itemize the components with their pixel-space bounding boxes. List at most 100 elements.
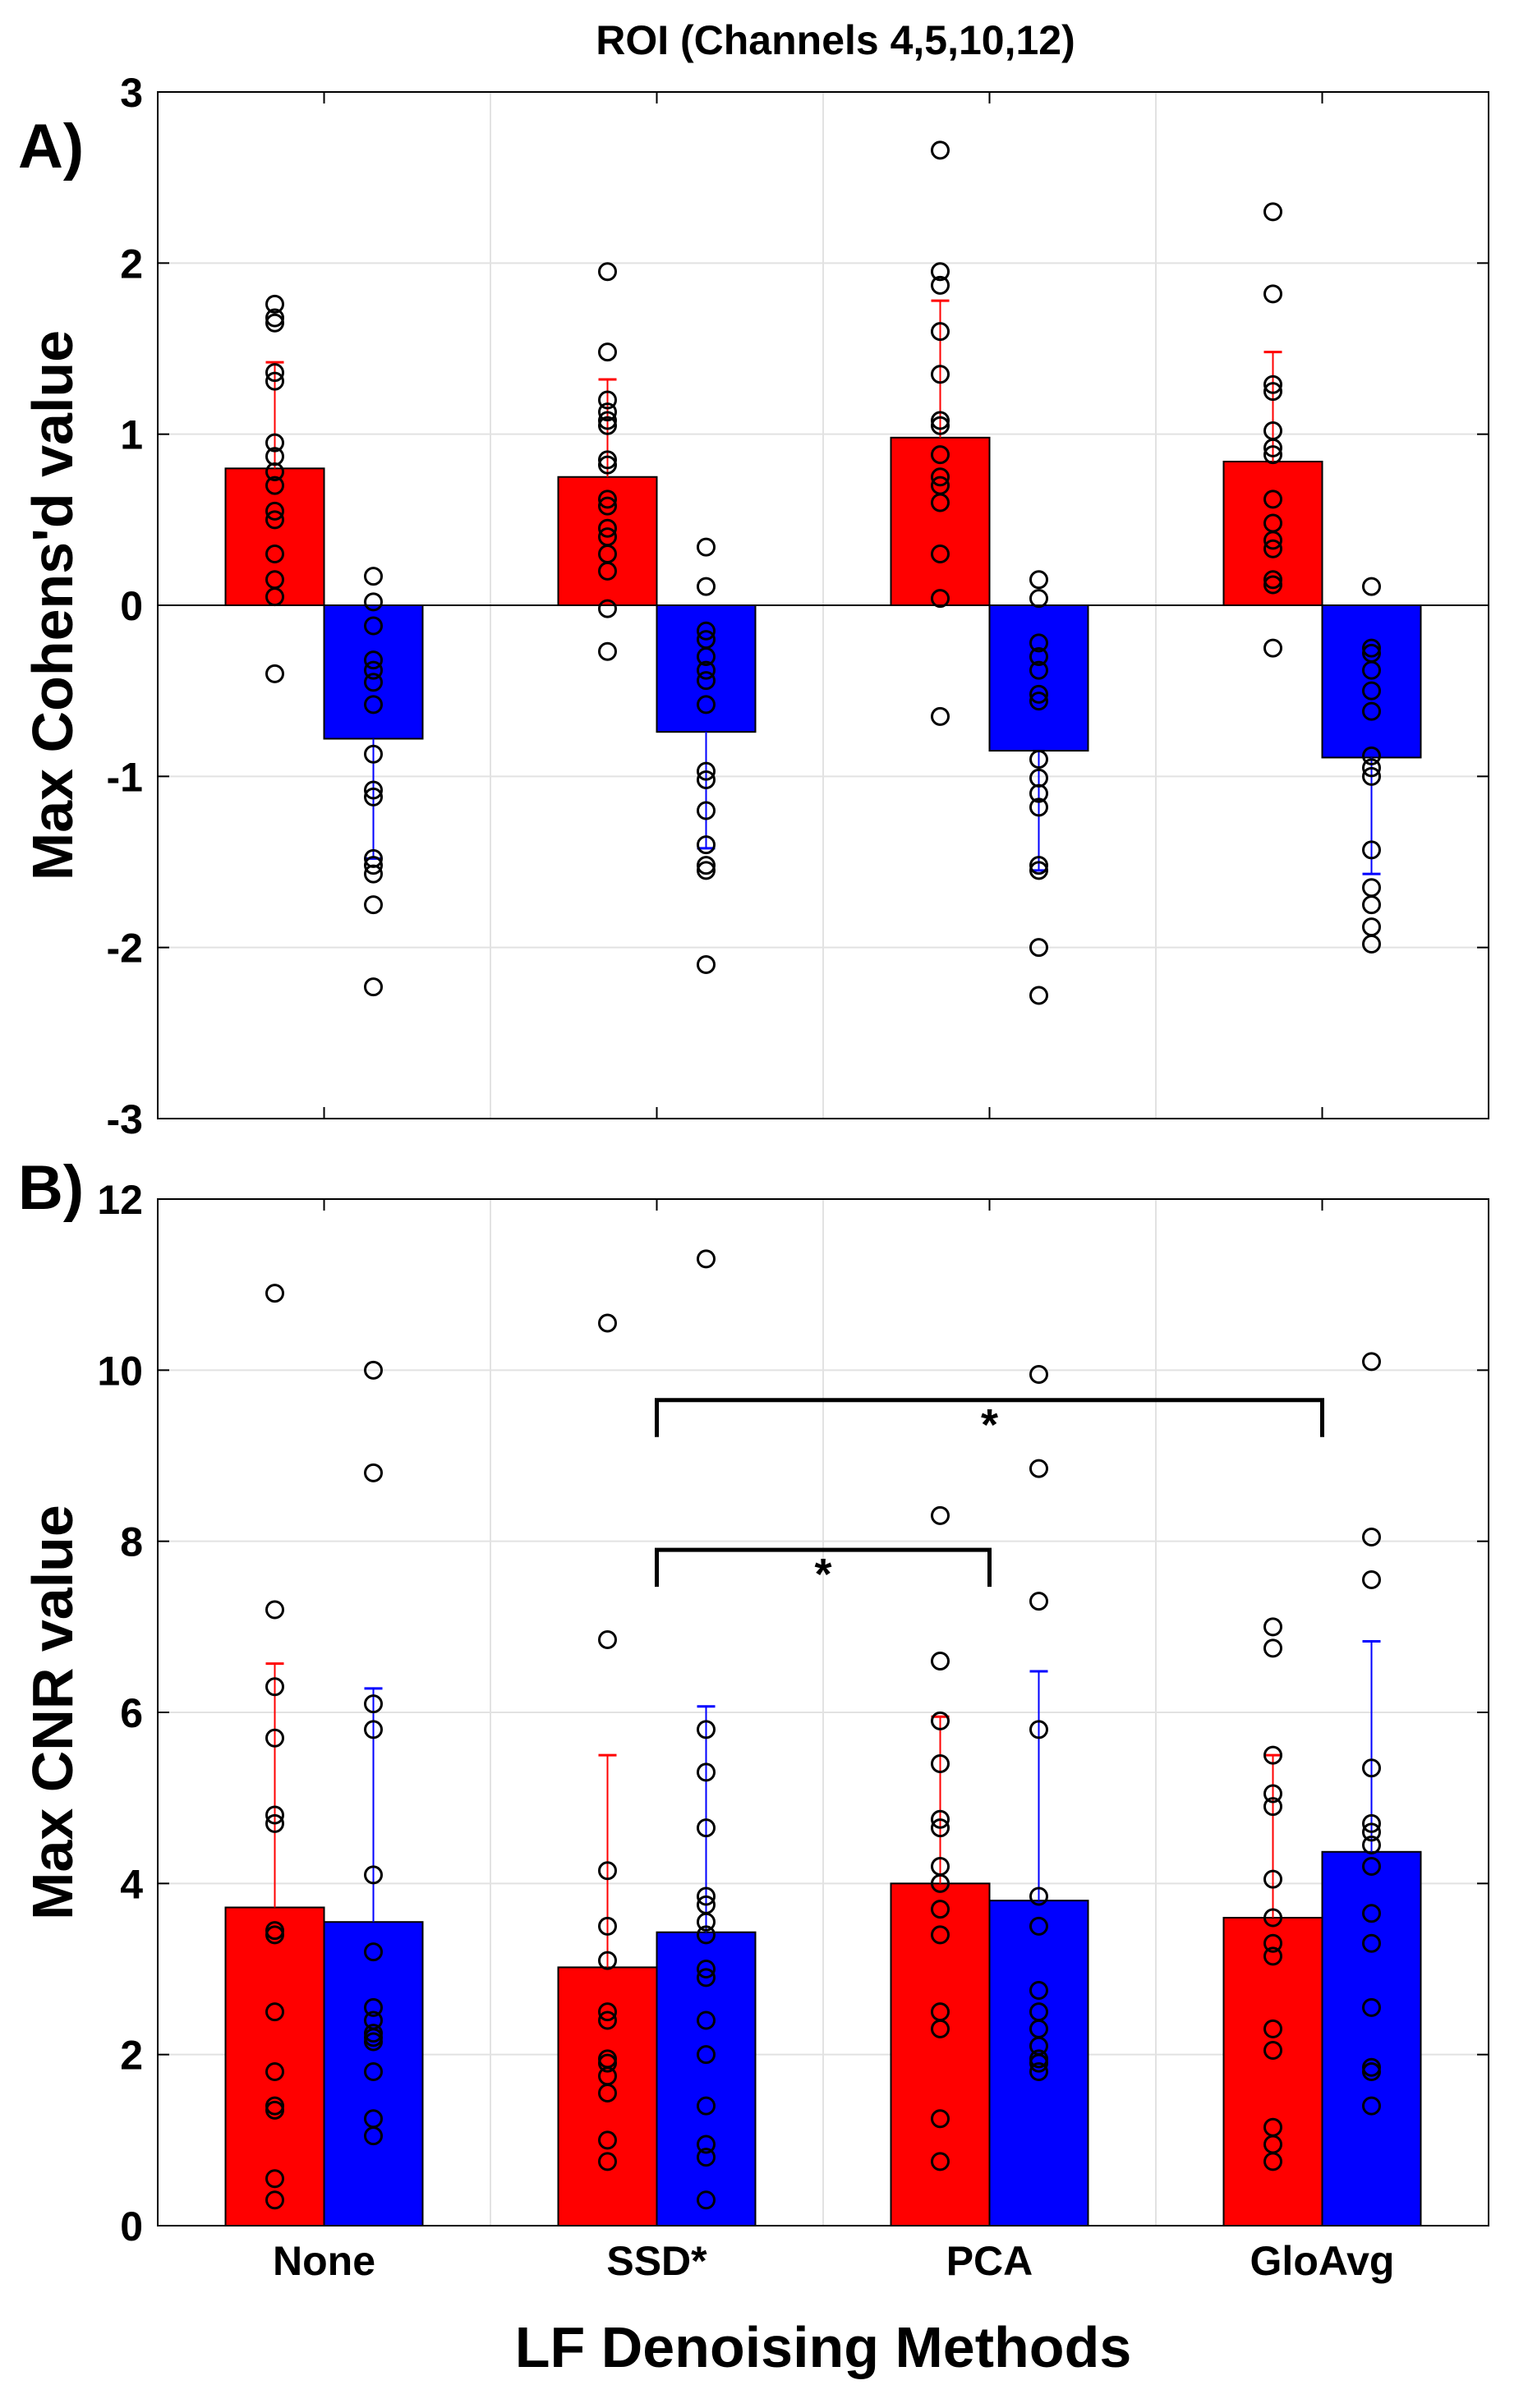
- data-point: [598, 1916, 617, 1936]
- data-point: [1362, 895, 1381, 915]
- data-point: [364, 2126, 383, 2146]
- bar-blue-gloavg: [1321, 1850, 1422, 2227]
- data-point: [265, 294, 284, 314]
- data-point: [364, 567, 383, 586]
- data-point: [931, 545, 950, 563]
- significance-bracket: [655, 1547, 992, 1588]
- data-point: [265, 545, 284, 563]
- data-point: [1362, 766, 1381, 786]
- data-point: [931, 589, 950, 609]
- data-point: [1263, 1784, 1282, 1804]
- data-point: [697, 1249, 716, 1269]
- data-point: [364, 2032, 383, 2052]
- data-point: [697, 2190, 716, 2210]
- data-point: [1263, 1869, 1282, 1889]
- data-point: [1029, 1886, 1048, 1906]
- data-point: [1362, 840, 1381, 860]
- data-point: [1362, 1933, 1381, 1953]
- data-point: [1362, 1527, 1381, 1546]
- data-point: [598, 1951, 617, 1970]
- significance-bracket: [655, 1398, 1324, 1437]
- data-point: [697, 1960, 716, 1978]
- y-tick-label: 8: [120, 1519, 143, 1565]
- data-point: [1029, 1720, 1048, 1739]
- data-point: [1263, 539, 1282, 558]
- bar-blue-ssd: [656, 1931, 757, 2226]
- data-point: [1029, 750, 1048, 769]
- data-point: [931, 1652, 950, 1670]
- data-point: [598, 390, 617, 410]
- data-point: [598, 342, 617, 362]
- data-point: [598, 2010, 617, 2030]
- bar-red-pca: [890, 1882, 991, 2226]
- data-point: [1029, 856, 1048, 875]
- data-point: [1263, 570, 1282, 590]
- data-point: [1362, 1835, 1381, 1854]
- data-point: [697, 955, 716, 974]
- data-point: [364, 673, 383, 692]
- data-point: [1362, 935, 1381, 954]
- y-tick-label: 0: [120, 2204, 143, 2249]
- data-point: [598, 599, 617, 618]
- data-point: [364, 660, 383, 680]
- data-point: [931, 1809, 950, 1829]
- data-point: [931, 275, 950, 295]
- y-axis-label: Max CNR value: [21, 1505, 85, 1920]
- data-point: [1263, 2019, 1282, 2038]
- data-point: [598, 2053, 617, 2073]
- y-tick-label: 4: [120, 1861, 143, 1907]
- data-point: [1029, 647, 1048, 666]
- data-point: [265, 510, 284, 530]
- data-point: [697, 2096, 716, 2116]
- data-point: [364, 787, 383, 806]
- data-point: [364, 1360, 383, 1380]
- data-point: [931, 416, 950, 435]
- data-point: [265, 1600, 284, 1620]
- data-point: [697, 695, 716, 715]
- data-point: [931, 1711, 950, 1730]
- data-point: [1362, 701, 1381, 721]
- data-point: [1263, 284, 1282, 304]
- data-point: [697, 801, 716, 820]
- data-point: [1362, 1813, 1381, 1833]
- data-point: [931, 322, 950, 342]
- data-point: [931, 140, 950, 160]
- data-point: [1029, 938, 1048, 958]
- data-point: [1029, 1981, 1048, 2001]
- bar-blue-none: [323, 604, 424, 740]
- data-point: [1263, 1617, 1282, 1637]
- y-tick-label: -3: [107, 1096, 143, 1142]
- data-point: [598, 1861, 617, 1881]
- data-point: [598, 455, 617, 475]
- bar-red-none: [224, 467, 325, 606]
- data-point: [931, 1505, 950, 1525]
- x-tick-label-pca: PCA: [946, 2238, 1033, 2284]
- data-point: [931, 1925, 950, 1945]
- data-point: [598, 416, 617, 435]
- data-point: [364, 856, 383, 875]
- y-tick-label: -2: [107, 926, 143, 972]
- data-point: [697, 835, 716, 855]
- data-point: [598, 1629, 617, 1649]
- data-point: [598, 2002, 617, 2022]
- data-point: [697, 660, 716, 680]
- data-point: [931, 411, 950, 430]
- data-point: [931, 1818, 950, 1838]
- data-point: [1263, 1638, 1282, 1658]
- data-point: [265, 313, 284, 333]
- panel-label: A): [18, 112, 84, 182]
- data-point: [1362, 1857, 1381, 1876]
- data-point: [697, 1762, 716, 1782]
- data-point: [1263, 1745, 1282, 1765]
- data-point: [931, 706, 950, 726]
- data-point: [265, 587, 284, 607]
- data-point: [1263, 531, 1282, 550]
- data-point: [1029, 797, 1048, 817]
- bar-red-ssd: [557, 1966, 658, 2227]
- bar-red-pca: [890, 436, 991, 606]
- data-point: [1362, 638, 1381, 658]
- data-point: [1263, 375, 1282, 394]
- data-point: [931, 1754, 950, 1773]
- data-point: [1029, 1916, 1048, 1936]
